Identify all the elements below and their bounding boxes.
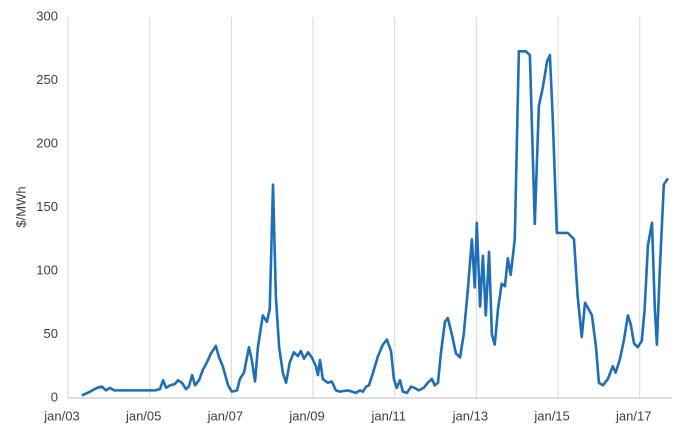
x-tick-label: jan/09 [288,408,324,423]
y-tick-label: 0 [51,389,58,404]
y-tick-label: 100 [36,262,58,277]
x-tick-label: jan/15 [533,408,569,423]
y-tick-label: 250 [36,72,58,87]
y-tick-label: 300 [36,8,58,23]
y-axis-label: $/MWh [13,186,28,227]
data-line [81,49,670,397]
x-tick-label: jan/13 [452,408,488,423]
x-tick-label: jan/17 [615,408,651,423]
x-tick-label: jan/07 [207,408,243,423]
y-tick-label: 50 [44,326,58,341]
y-tick-label: 150 [36,199,58,214]
y-tick-label: 200 [36,135,58,150]
x-tick-label: jan/03 [43,408,79,423]
x-tick-label: jan/05 [125,408,161,423]
x-tick-label: jan/11 [370,408,405,423]
